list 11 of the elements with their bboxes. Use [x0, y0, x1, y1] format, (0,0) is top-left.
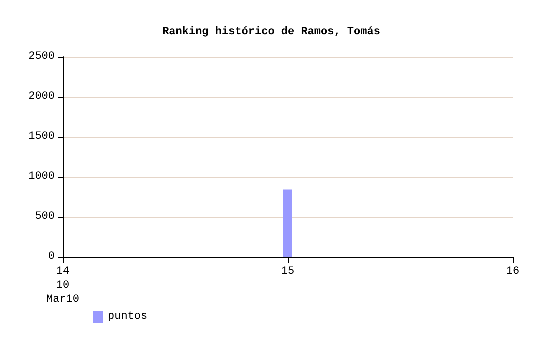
y-tick-label: 2000 [28, 91, 55, 103]
y-tick-label: 1500 [28, 131, 55, 143]
x-tick-label: 14 10 Mar10 [46, 266, 80, 306]
y-tick-label: 500 [35, 211, 55, 223]
y-tick-label: 2500 [28, 51, 55, 63]
y-tick-label: 0 [48, 251, 55, 263]
chart-title: Ranking histórico de Ramos, Tomás [162, 26, 380, 38]
legend-label: puntos [108, 311, 148, 323]
x-tick-label: 15 [281, 266, 295, 278]
y-tick-label: 1000 [28, 171, 55, 183]
x-tick-label: 16 [506, 266, 520, 278]
